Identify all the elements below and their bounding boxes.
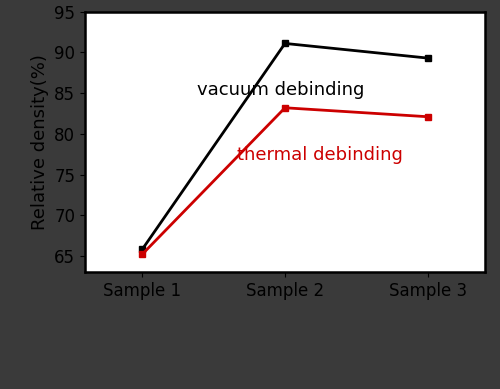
Text: thermal debinding: thermal debinding (237, 146, 403, 164)
Y-axis label: Relative density(%): Relative density(%) (30, 54, 48, 230)
Text: vacuum debinding: vacuum debinding (197, 81, 364, 99)
